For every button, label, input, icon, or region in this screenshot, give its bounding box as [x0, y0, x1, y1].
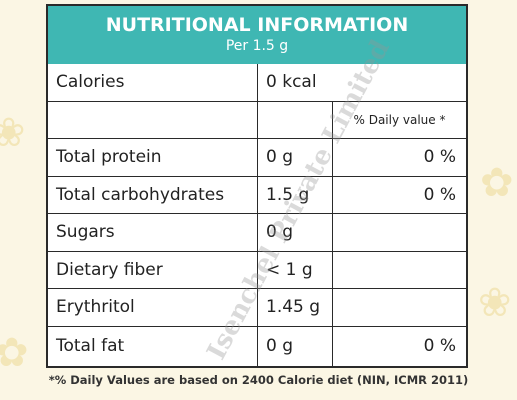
- decoration: ❀: [478, 280, 512, 326]
- amount: < 1 g: [258, 251, 333, 289]
- nutrient-name: Total fat: [48, 326, 258, 366]
- amount: 0 g: [258, 139, 333, 177]
- subtitle: Per 1.5 g: [225, 38, 289, 54]
- nutrient-name: Calories: [48, 64, 258, 102]
- daily-value: 0 %: [333, 177, 466, 214]
- daily-value: [333, 289, 466, 327]
- decoration: ❀: [0, 110, 26, 156]
- decoration: ✿: [0, 330, 29, 376]
- daily-value: [333, 214, 466, 252]
- footnote: *% Daily Values are based on 2400 Calori…: [48, 373, 469, 387]
- nutrient-name: Total carbohydrates: [48, 176, 258, 214]
- amount: 1.45 g: [258, 289, 333, 327]
- amount: 0 g: [258, 326, 333, 366]
- daily-value: 0 %: [423, 336, 456, 357]
- nutrient-name: Total protein: [48, 139, 258, 177]
- blank-cell: [258, 101, 333, 139]
- title: NUTRITIONAL INFORMATION: [105, 14, 409, 36]
- nutrient-name: Dietary fiber: [48, 251, 258, 289]
- nutrient-name: Erythritol: [48, 289, 258, 327]
- decoration: ✿: [480, 160, 514, 206]
- blank-cell: [48, 101, 258, 139]
- daily-value-heading: % Daily value *: [333, 102, 466, 139]
- amount: 0 kcal: [258, 64, 466, 102]
- amount: 0 g: [258, 214, 333, 252]
- amount: 1.5 g: [258, 176, 333, 214]
- daily-value: 0 %: [333, 139, 466, 177]
- nutrient-name: Sugars: [48, 214, 258, 252]
- table-header: NUTRITIONAL INFORMATION Per 1.5 g: [48, 6, 466, 64]
- daily-value: [333, 252, 466, 289]
- nutrition-table: NUTRITIONAL INFORMATION Per 1.5 g Calori…: [46, 4, 468, 368]
